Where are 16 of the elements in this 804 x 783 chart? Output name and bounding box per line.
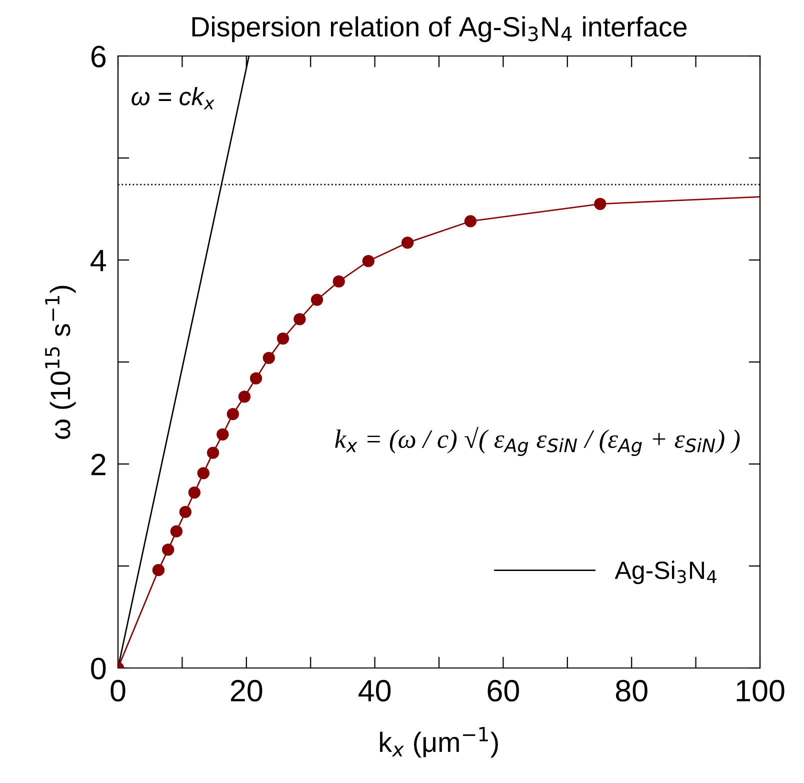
- y-axis-title: ω (10$^{15}$ s$^{−1}$): [45, 286, 76, 439]
- legend-label: Ag-Si$_{3}$N$_{4}$: [614, 560, 716, 584]
- x-tick-label: 80: [616, 680, 648, 702]
- x-axis-title: k$_{x}$ (μm$^{−1}$): [380, 727, 498, 758]
- chart-title: Dispersion relation of Ag-Si$_{3}$N$_{4}$ interface: [192, 16, 687, 42]
- y-tick-label: 0: [91, 658, 106, 680]
- annotation: ω = ck$_{x}$: [132, 87, 215, 110]
- x-tick-label: 40: [358, 680, 391, 702]
- text: k$_{x}$ = (ω / c) √( ε$_{Ag}$ ε$_{SiN}$ / (ε$_{Ag}$ + ε$_{SiN}$) ): [335, 426, 740, 456]
- x-tick-label: 60: [488, 680, 519, 702]
- y-tick-label: 6: [91, 46, 106, 68]
- y-tick-label: 2: [91, 454, 106, 476]
- x-tick-label: 20: [230, 680, 262, 702]
- x-tick-label: 100: [736, 680, 784, 702]
- x-tick-label: 0: [110, 680, 126, 702]
- y-tick-label: 4: [90, 250, 106, 272]
